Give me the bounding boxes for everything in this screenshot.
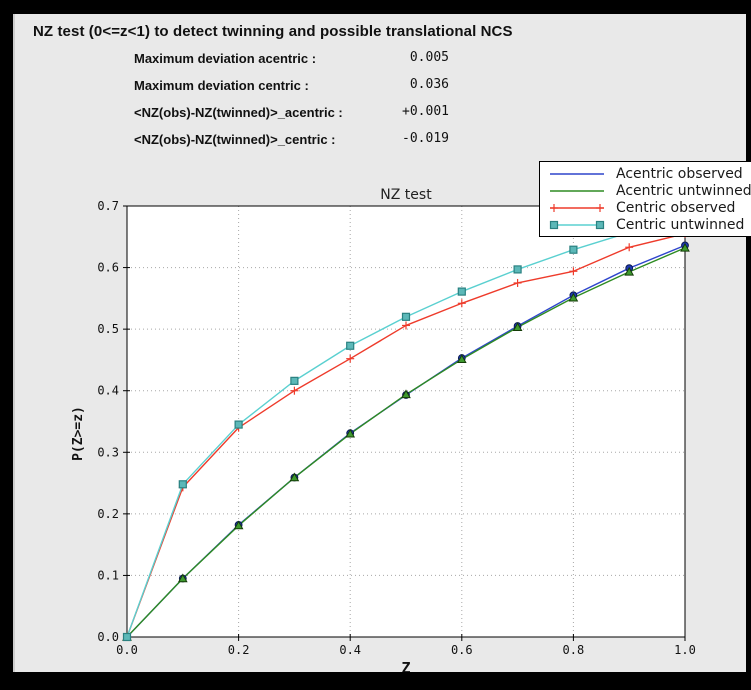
stat-value: 0.005 (409, 50, 449, 65)
legend-line-sample (550, 189, 604, 192)
stat-label: Maximum deviation acentric : (134, 51, 317, 66)
svg-text:0.1: 0.1 (97, 568, 119, 582)
chart-legend: Acentric observed Acentric untwinned Cen… (539, 161, 751, 237)
svg-text:Z: Z (401, 659, 410, 672)
svg-text:0.4: 0.4 (339, 643, 361, 657)
stat-row: <NZ(obs)-NZ(twinned)>_centric : -0.019 (134, 131, 464, 158)
svg-text:0.5: 0.5 (97, 322, 119, 336)
legend-item-acentric-observed: Acentric observed (546, 165, 751, 182)
stat-row: Maximum deviation centric : 0.036 (134, 77, 464, 104)
stat-value: 0.036 (409, 77, 449, 92)
legend-label: Acentric observed (616, 165, 743, 182)
svg-text:0.6: 0.6 (451, 643, 473, 657)
stat-row: Maximum deviation acentric : 0.005 (134, 50, 464, 77)
legend-item-centric-observed: Centric observed (546, 199, 751, 216)
stat-label: Maximum deviation centric : (134, 78, 309, 93)
svg-text:0.0: 0.0 (97, 630, 119, 644)
svg-text:0.2: 0.2 (97, 507, 119, 521)
stat-label: <NZ(obs)-NZ(twinned)>_acentric : (134, 105, 343, 120)
legend-label: Centric observed (616, 199, 736, 216)
nz-test-chart: 0.0 0.2 0.4 0.6 0.8 1.0 0.0 0.1 0.2 0.3 0.4 0.5 0.6 0… (71, 187, 696, 672)
svg-text:0.8: 0.8 (563, 643, 585, 657)
stat-row: <NZ(obs)-NZ(twinned)>_acentric : +0.001 (134, 104, 464, 131)
legend-line-sample (549, 220, 605, 229)
legend-item-acentric-untwinned: Acentric untwinned (546, 182, 751, 199)
svg-text:0.7: 0.7 (97, 199, 119, 213)
legend-label: Centric untwinned (616, 216, 745, 233)
legend-label: Acentric untwinned (616, 182, 751, 199)
svg-text:NZ test: NZ test (380, 187, 432, 203)
svg-text:0.4: 0.4 (97, 384, 119, 398)
svg-text:P(Z>=z): P(Z>=z) (71, 406, 86, 461)
legend-line-sample (550, 172, 604, 175)
svg-text:1.0: 1.0 (674, 643, 696, 657)
stat-label: <NZ(obs)-NZ(twinned)>_centric : (134, 132, 336, 147)
stat-value: +0.001 (402, 104, 449, 119)
legend-line-sample (550, 203, 604, 212)
report-panel: NZ test (0<=z<1) to detect twinning and … (13, 14, 751, 672)
page-title: NZ test (0<=z<1) to detect twinning and … (33, 23, 513, 40)
stats-table: Maximum deviation acentric : 0.005 Maxim… (134, 50, 464, 158)
svg-text:0.6: 0.6 (97, 261, 119, 275)
stat-value: -0.019 (402, 131, 449, 146)
svg-text:0.2: 0.2 (228, 643, 250, 657)
legend-item-centric-untwinned: Centric untwinned (546, 216, 751, 233)
svg-text:0.3: 0.3 (97, 445, 119, 459)
svg-text:0.0: 0.0 (116, 643, 138, 657)
